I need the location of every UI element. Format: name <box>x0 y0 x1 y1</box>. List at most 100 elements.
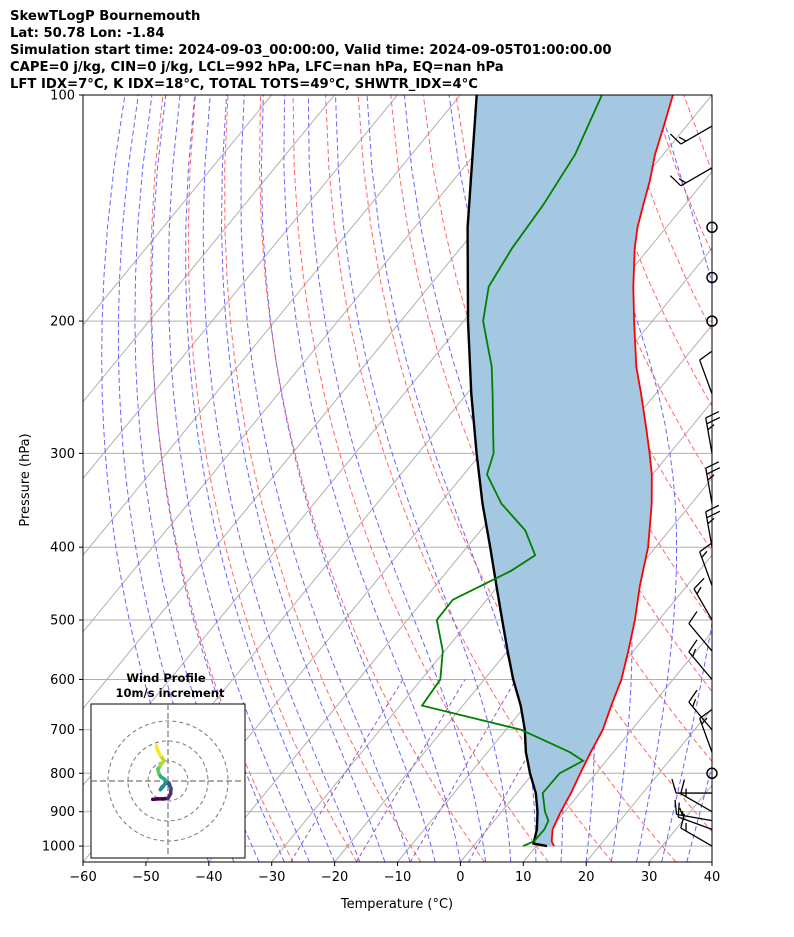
wind-barb-feather <box>669 133 682 145</box>
dry-adiabat-line <box>716 95 794 862</box>
wind-barb-feather <box>688 639 698 653</box>
moist-adiabat-line <box>240 95 411 862</box>
dry-adiabat-line <box>650 95 712 254</box>
wind-barb-staff <box>699 359 713 395</box>
moist-adiabat-line <box>307 95 487 862</box>
wind-barb-feather <box>707 424 715 431</box>
wind-barb <box>688 611 713 652</box>
wind-barb-calm <box>706 767 718 780</box>
wind-barb-feather <box>705 410 720 419</box>
moist-adiabat-line <box>656 95 712 862</box>
wind-barb-feather <box>671 778 677 794</box>
moist-adiabat-line <box>202 95 361 862</box>
moist-adiabat-line <box>220 95 386 862</box>
moist-adiabat-line <box>335 95 512 862</box>
isotherm-line <box>83 95 335 403</box>
x-axis-ticks: −60 −50 −40 −30 −20 −10 0 10 20 30 40 <box>69 862 720 885</box>
profiles <box>420 95 674 848</box>
time-line: Simulation start time: 2024-09-03_00:00:… <box>10 43 612 58</box>
x-tick-label: −10 <box>384 870 411 885</box>
cin-shaded-area <box>467 95 673 847</box>
isotherm-line <box>83 95 398 480</box>
chart-header: SkewTLogP Bournemouth Lat: 50.78 Lon: -1… <box>10 8 612 93</box>
wind-barb-staff <box>705 511 713 548</box>
y-tick-label: 300 <box>50 447 75 462</box>
wind-barb-feather <box>706 416 721 425</box>
x-tick-label: −50 <box>132 870 159 885</box>
wind-barb-feather <box>688 611 698 624</box>
moist-adiabat-line <box>167 95 310 862</box>
moist-adiabat-line <box>283 95 461 862</box>
moist-adiabat-line <box>185 95 336 862</box>
location-line: Lat: 50.78 Lon: -1.84 <box>10 26 165 41</box>
wind-barb-feather <box>699 350 712 361</box>
wind-barb-calm <box>706 271 718 284</box>
moist-adiabat-line <box>260 95 436 862</box>
wind-barb-staff <box>688 623 713 652</box>
wind-barb <box>688 639 713 680</box>
mixing-ratio-line <box>355 679 466 862</box>
isotherm-line <box>522 631 712 862</box>
moist-adiabat-line <box>151 95 285 862</box>
isotherm-line <box>648 784 712 862</box>
indices-line-2: LFT IDX=7°C, K IDX=18°C, TOTAL TOTS=49°C… <box>10 77 478 92</box>
wind-barb <box>705 504 721 548</box>
wind-barb <box>674 799 713 822</box>
wind-barb-feather <box>706 510 721 519</box>
dry-adiabat-line <box>749 95 794 862</box>
isotherm-line <box>83 95 273 326</box>
wind-barb-feather <box>679 807 684 816</box>
wind-barb <box>669 167 713 187</box>
dry-adiabat-line <box>150 95 294 862</box>
cin-area-polygon <box>467 95 673 847</box>
y-tick-label: 800 <box>50 767 75 782</box>
temperature-profile-line <box>550 95 674 847</box>
wind-barb-feather <box>678 136 687 142</box>
wind-barb-feather <box>701 550 708 558</box>
x-tick-label: 20 <box>578 870 595 885</box>
dry-adiabat-line <box>782 95 794 862</box>
x-tick-label: 0 <box>456 870 464 885</box>
moist-adiabat-line <box>711 860 712 862</box>
hodograph-plot <box>91 704 245 858</box>
x-tick-label: −20 <box>321 870 348 885</box>
wind-barb <box>705 410 721 454</box>
y-tick-label: 500 <box>50 613 75 628</box>
wind-barb-feather <box>692 648 697 657</box>
y-tick-label: 600 <box>50 673 75 688</box>
wind-barb-staff <box>693 588 713 621</box>
chart-title: SkewTLogP Bournemouth <box>10 9 201 24</box>
moist-adiabat-line <box>737 95 794 862</box>
dewpoint-profile-line <box>420 95 603 847</box>
wind-barb-staff <box>676 813 713 822</box>
wind-barb-feather <box>678 178 687 184</box>
isotherm-line <box>83 95 524 633</box>
wind-barb-feather <box>705 461 720 469</box>
wind-barb <box>680 813 713 847</box>
y-tick-label: 700 <box>50 723 75 738</box>
wind-barb-feather <box>693 577 705 590</box>
dry-adiabat-line <box>585 95 712 407</box>
wind-barb <box>705 461 721 504</box>
y-tick-label: 200 <box>50 315 75 330</box>
mixing-ratio-line <box>290 679 404 862</box>
dry-adiabat-line <box>258 95 485 862</box>
wind-barb <box>693 577 713 621</box>
wind-barb <box>688 689 713 731</box>
isotherm-line <box>145 170 712 862</box>
x-tick-label: 10 <box>515 870 532 885</box>
wind-barb-feather <box>705 504 720 513</box>
wind-barb <box>671 778 712 794</box>
mixing-ratio-lines <box>290 679 572 862</box>
wind-barb-feather <box>696 586 702 595</box>
wind-barb <box>699 542 713 586</box>
x-tick-label: 30 <box>641 870 658 885</box>
x-tick-label: −30 <box>258 870 285 885</box>
wind-barb-feather <box>680 779 685 794</box>
dry-adiabat-line <box>325 95 613 862</box>
wind-barb <box>669 125 713 145</box>
dry-adiabat-line <box>187 95 358 862</box>
hodograph-title: Wind Profile <box>126 671 206 685</box>
moist-adiabat-line <box>403 95 564 862</box>
x-tick-label: −60 <box>69 870 96 885</box>
